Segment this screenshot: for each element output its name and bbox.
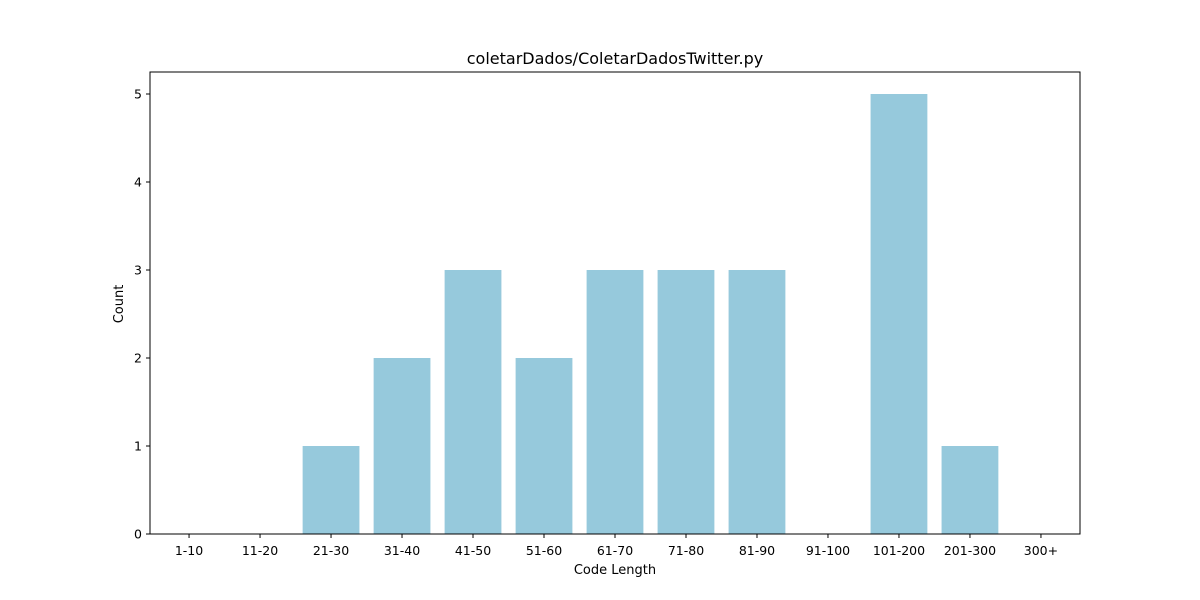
x-tick-label: 31-40 xyxy=(384,543,420,558)
y-tick-label: 2 xyxy=(134,351,142,366)
y-tick-label: 0 xyxy=(134,527,142,542)
bar-21-30 xyxy=(302,446,360,534)
bar-71-80 xyxy=(657,270,715,534)
y-tick-label: 1 xyxy=(134,439,142,454)
x-tick-label: 1-10 xyxy=(175,543,203,558)
x-tick-label: 71-80 xyxy=(668,543,704,558)
bar-81-90 xyxy=(728,270,786,534)
x-tick-label: 300+ xyxy=(1024,543,1058,558)
y-tick-label: 5 xyxy=(134,87,142,102)
x-tick-label: 41-50 xyxy=(455,543,491,558)
y-axis: 0 1 2 3 4 5 xyxy=(134,87,150,542)
chart-title: coletarDados/ColetarDadosTwitter.py xyxy=(467,49,764,68)
bar-31-40 xyxy=(373,358,431,534)
bar-201-300 xyxy=(941,446,999,534)
bars-group xyxy=(302,94,999,534)
bar-61-70 xyxy=(586,270,644,534)
x-tick-label: 201-300 xyxy=(944,543,996,558)
bar-51-60 xyxy=(515,358,573,534)
x-tick-label: 11-20 xyxy=(242,543,278,558)
y-tick-label: 4 xyxy=(134,175,142,190)
x-tick-label: 61-70 xyxy=(597,543,633,558)
bar-41-50 xyxy=(444,270,502,534)
x-tick-label: 91-100 xyxy=(806,543,850,558)
x-tick-label: 51-60 xyxy=(526,543,562,558)
bar-101-200 xyxy=(870,94,928,534)
x-axis: 1-10 11-20 21-30 31-40 41-50 51-60 61-70 71-80 8… xyxy=(175,534,1058,558)
x-tick-label: 81-90 xyxy=(739,543,775,558)
x-tick-label: 101-200 xyxy=(873,543,925,558)
x-tick-label: 21-30 xyxy=(313,543,349,558)
y-axis-label: Count xyxy=(112,285,127,324)
y-tick-label: 3 xyxy=(134,263,142,278)
x-axis-label: Code Length xyxy=(574,563,656,578)
